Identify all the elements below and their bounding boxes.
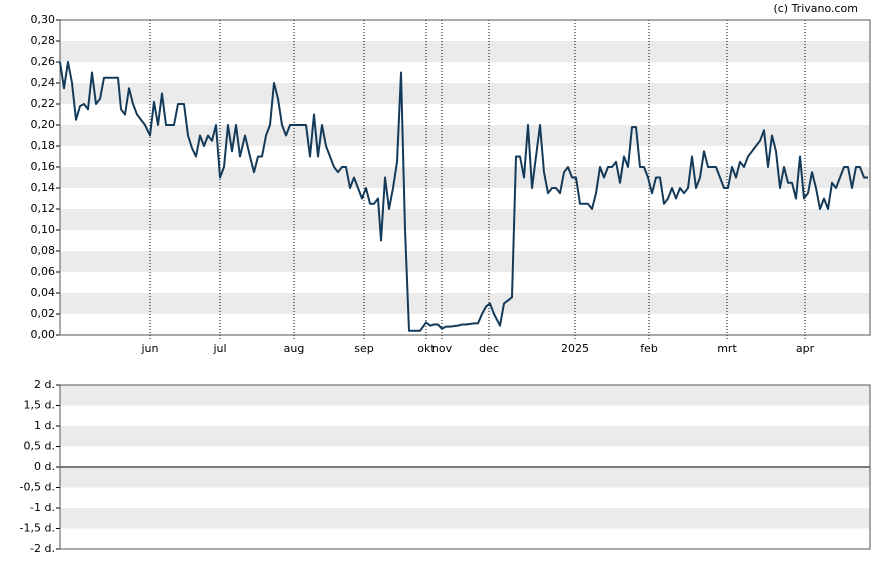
x-tick-label: okt	[417, 342, 435, 355]
grid-band	[60, 293, 870, 314]
grid-band	[60, 426, 870, 447]
x-tick-label: dec	[479, 342, 499, 355]
price-line	[59, 61, 868, 332]
y-tick-label: -1,5 d.	[20, 522, 55, 535]
source-credit: (c) Trivano.com	[773, 2, 858, 15]
y-tick-label: -0,5 d.	[20, 481, 55, 494]
plot-frame	[59, 19, 871, 336]
y-tick-label: 0,04	[31, 286, 56, 299]
y-tick-label: 0,18	[31, 139, 56, 152]
x-tick-label: 2025	[561, 342, 589, 355]
y-tick-label: 0,22	[31, 97, 56, 110]
y-tick-label: 2 d.	[34, 378, 55, 391]
grid-band	[60, 508, 870, 529]
grid-band	[60, 83, 870, 104]
y-tick-label: 1,5 d.	[24, 399, 55, 412]
x-tick-label: mrt	[717, 342, 737, 355]
y-tick-label: 0,02	[31, 307, 56, 320]
x-tick-label: nov	[432, 342, 453, 355]
y-tick-label: 0,06	[31, 265, 56, 278]
y-tick-label: 0,16	[31, 160, 56, 173]
y-tick-label: -1 d.	[30, 501, 55, 514]
x-tick-label: sep	[354, 342, 373, 355]
x-tick-label: jun	[141, 342, 159, 355]
grid-band	[60, 209, 870, 230]
y-tick-label: 0,12	[31, 202, 56, 215]
x-tick-label: aug	[284, 342, 305, 355]
y-tick-label: 0,24	[31, 76, 56, 89]
grid-band	[60, 41, 870, 62]
y-tick-label: 0,20	[31, 118, 56, 131]
grid-band	[60, 385, 870, 406]
y-tick-label: 0,08	[31, 244, 56, 257]
y-tick-label: 0,00	[31, 328, 56, 341]
y-tick-label: 0,28	[31, 34, 56, 47]
grid-band	[60, 167, 870, 188]
x-tick-label: feb	[640, 342, 658, 355]
grid-band	[60, 251, 870, 272]
grid-band	[60, 467, 870, 488]
y-tick-label: 0 d.	[34, 460, 55, 473]
y-tick-label: -2 d.	[30, 542, 55, 555]
y-tick-label: 0,26	[31, 55, 56, 68]
x-tick-label: apr	[796, 342, 815, 355]
y-tick-label: 1 d.	[34, 419, 55, 432]
y-tick-label: 0,5 d.	[24, 440, 55, 453]
plot-frame	[59, 384, 871, 550]
y-tick-label: 0,30	[31, 13, 56, 26]
grid-band	[60, 125, 870, 146]
y-tick-label: 0,10	[31, 223, 56, 236]
x-tick-label: jul	[212, 342, 226, 355]
y-tick-label: 0,14	[31, 181, 56, 194]
